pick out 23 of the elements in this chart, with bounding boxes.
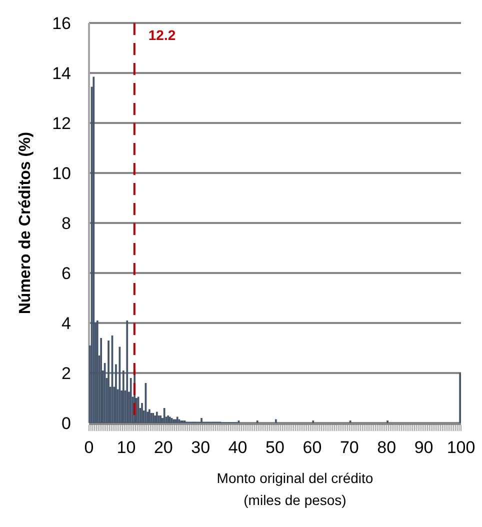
y-tick-label: 10 — [52, 164, 71, 183]
y-tick-label: 4 — [62, 314, 71, 333]
ref-line-label: 12.2 — [148, 27, 176, 43]
y-tick-label: 16 — [52, 14, 71, 33]
x-tick-label: 100 — [446, 438, 476, 457]
x-tick-label: 30 — [191, 438, 210, 457]
y-tick-label: 8 — [62, 214, 71, 233]
y-tick-label: 14 — [52, 64, 71, 83]
x-tick-label: 20 — [154, 438, 173, 457]
y-tick-label: 0 — [62, 414, 71, 433]
y-tick-label: 12 — [52, 114, 71, 133]
x-tick-label: 60 — [302, 438, 322, 457]
x-tick-label: 0 — [84, 438, 94, 457]
x-tick-label: 40 — [228, 438, 248, 457]
x-tick-label: 70 — [340, 438, 359, 457]
y-tick-label: 2 — [62, 364, 71, 383]
y-axis-title: Número de Créditos (%) — [17, 132, 34, 314]
x-tick-label: 50 — [266, 438, 284, 457]
x-tick-label: 10 — [116, 438, 136, 457]
x-tick-label: 80 — [377, 438, 396, 457]
x-axis-title: Monto original del crédito (miles de pesos) — [216, 470, 374, 508]
y-tick-label: 6 — [62, 264, 71, 283]
x-tick-label: 90 — [414, 438, 434, 457]
